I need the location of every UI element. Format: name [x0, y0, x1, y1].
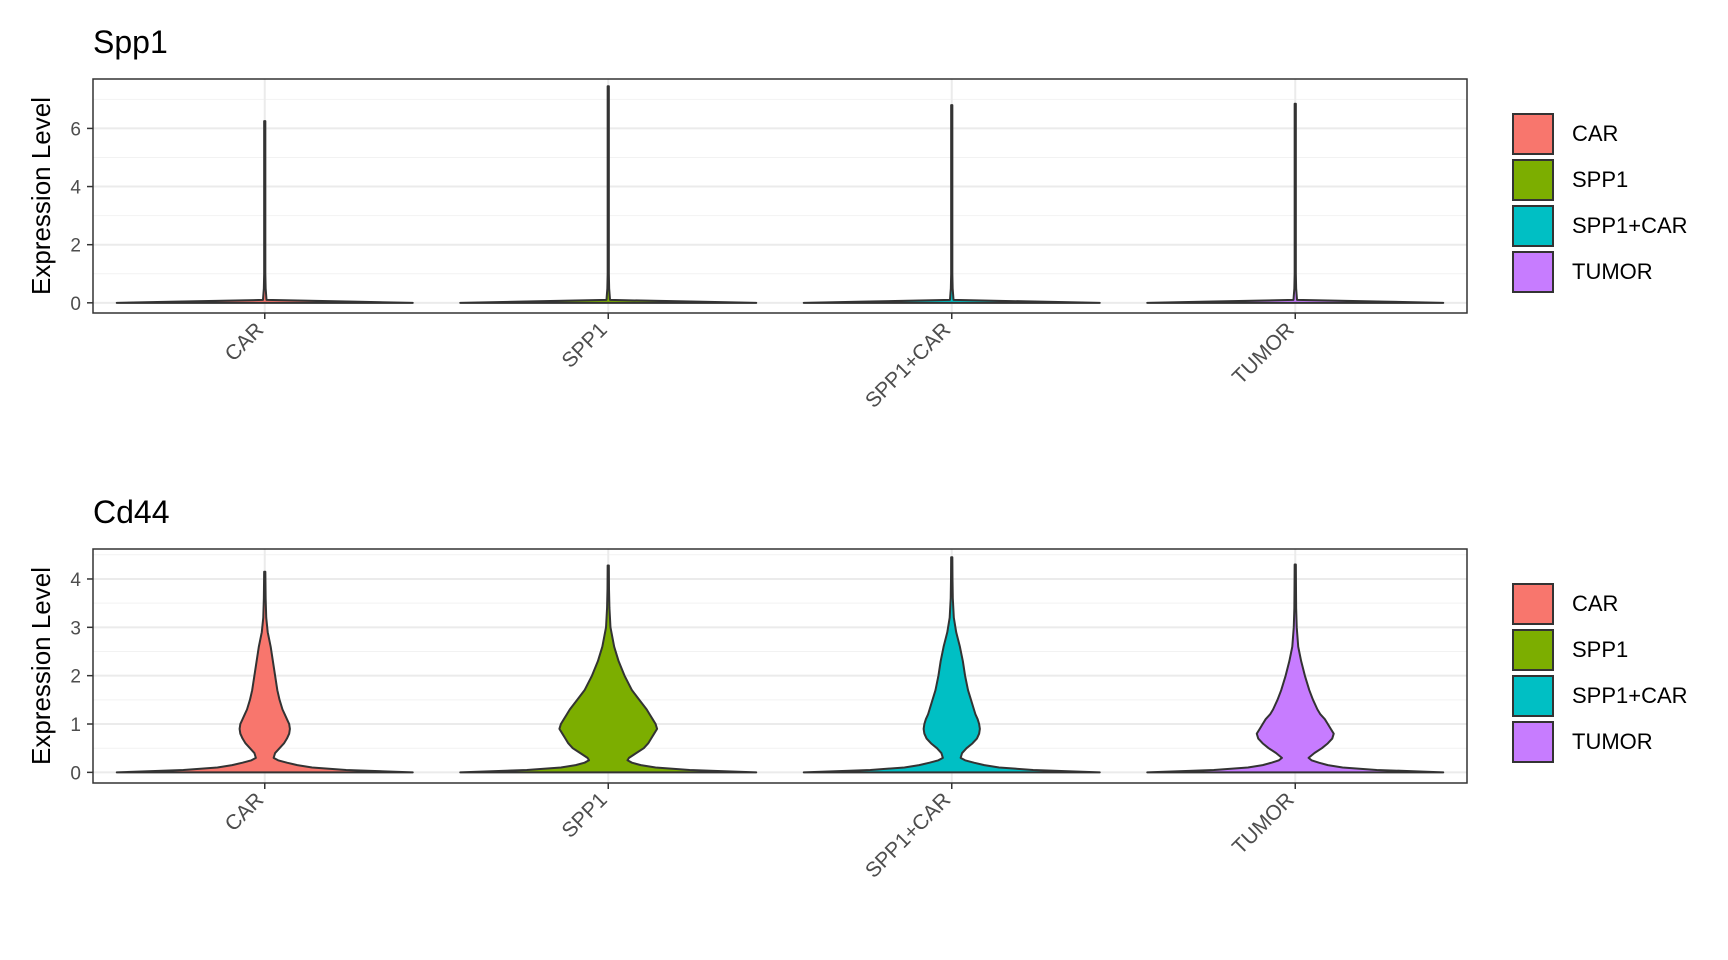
legend-label-spp1: SPP1: [1572, 637, 1628, 663]
y-tick-label: 1: [70, 715, 81, 736]
y-tick-label: 2: [70, 236, 81, 257]
legend-key-spp1: [1512, 629, 1554, 671]
legend-label-spp1-car: SPP1+CAR: [1572, 683, 1688, 709]
x-tick-label-spp1-car: SPP1+CAR: [861, 318, 955, 412]
x-tick-label-spp1: SPP1: [558, 318, 612, 372]
legend-label-tumor: TUMOR: [1572, 259, 1653, 285]
legend-label-car: CAR: [1572, 591, 1618, 617]
violin-chart-spp1: 0 2 4 6 CAR SPP1 SPP1+CAR TUMOR Expression Level: [0, 0, 1500, 470]
y-tick-label: 2: [70, 667, 81, 688]
legend-key-spp1-car: [1512, 205, 1554, 247]
legend-key-car: [1512, 113, 1554, 155]
legend-label-tumor: TUMOR: [1572, 729, 1653, 755]
legend-key-car: [1512, 583, 1554, 625]
x-tick-label-car: CAR: [221, 318, 269, 366]
legend-key-tumor: [1512, 721, 1554, 763]
x-tick-label-spp1-car: SPP1+CAR: [861, 788, 955, 882]
x-tick-label-tumor: TUMOR: [1228, 318, 1299, 389]
legend-label-spp1: SPP1: [1572, 167, 1628, 193]
y-tick-label: 6: [70, 119, 81, 140]
legend-key-tumor: [1512, 251, 1554, 293]
y-axis-label: Expression Level: [26, 97, 56, 295]
violin-chart-cd44: 0 1 2 3 4 CAR SPP1 SPP1+CAR TUMOR Expression Leve…: [0, 470, 1500, 940]
legend-key-spp1-car: [1512, 675, 1554, 717]
x-tick-label-tumor: TUMOR: [1228, 788, 1299, 859]
legend-label-spp1-car: SPP1+CAR: [1572, 213, 1688, 239]
y-tick-label: 0: [70, 294, 81, 315]
y-tick-label: 3: [70, 618, 81, 639]
legend-key-spp1: [1512, 159, 1554, 201]
plot-panel: [93, 79, 1467, 313]
y-axis-label: Expression Level: [26, 567, 56, 765]
x-tick-label-car: CAR: [221, 788, 269, 836]
y-tick-label: 4: [70, 570, 81, 591]
legend-label-car: CAR: [1572, 121, 1618, 147]
x-tick-label-spp1: SPP1: [558, 788, 612, 842]
y-tick-label: 0: [70, 763, 81, 784]
y-tick-label: 4: [70, 178, 81, 199]
